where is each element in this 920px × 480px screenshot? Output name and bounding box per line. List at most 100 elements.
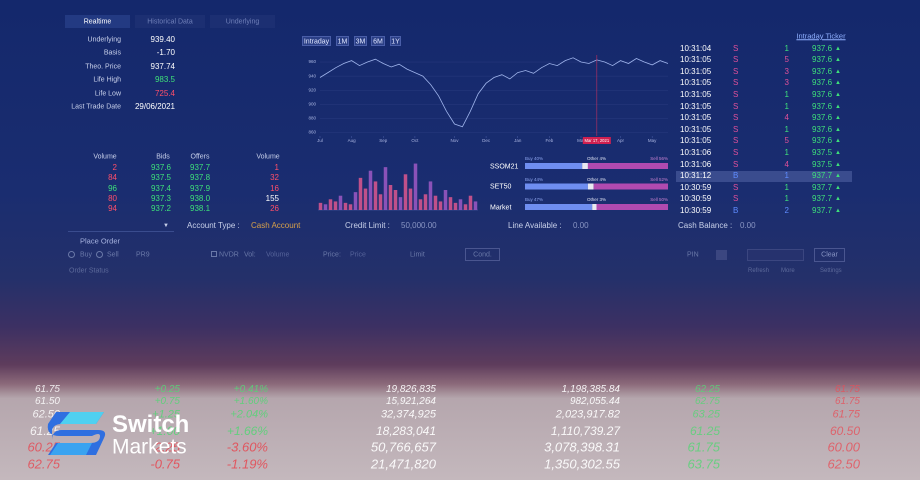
range-label[interactable]: 3M	[355, 38, 366, 45]
ticker-time: 10:31:05	[680, 89, 712, 99]
up-arrow: ▲	[835, 57, 841, 64]
summary-value: 725.4	[154, 88, 175, 98]
sentiment-segment	[596, 204, 668, 210]
range-button[interactable]	[354, 36, 367, 46]
clear-label[interactable]: Clear	[821, 251, 838, 259]
board-cell: +0.75	[154, 396, 180, 407]
volume-bar	[423, 194, 428, 210]
offer-price: 937.8	[190, 173, 211, 183]
sell-radio-label[interactable]: Sell	[107, 251, 119, 259]
board-cell: 19,826,835	[385, 384, 436, 395]
volume-bar	[433, 195, 438, 210]
summary-value: -1.70	[156, 48, 175, 58]
tab[interactable]	[210, 15, 275, 28]
sentiment-segment	[587, 163, 668, 169]
buy-radio-label[interactable]: Buy	[80, 251, 93, 259]
board-cell: +1.66%	[226, 424, 268, 438]
dropdown-arrow[interactable]: ▼	[163, 223, 169, 229]
buy-label: Buy 47%	[525, 196, 544, 202]
board-cell: -0.75	[150, 456, 180, 472]
bid-price: 937.6	[150, 163, 171, 172]
ticker-time: 10:31:05	[680, 55, 712, 65]
radio[interactable]	[68, 251, 75, 258]
up-arrow: ▲	[835, 80, 841, 87]
tab[interactable]	[135, 15, 205, 28]
ticker-title[interactable]: Intraday Ticker	[796, 31, 846, 41]
status-action[interactable]: More	[781, 268, 795, 274]
sentiment-segment	[525, 183, 588, 190]
volume-bar	[378, 194, 383, 210]
order-status-title: Order Status	[69, 267, 109, 275]
checkbox[interactable]	[211, 251, 217, 257]
board-cell: 60.00	[827, 439, 860, 455]
range-label[interactable]: Intraday	[303, 38, 330, 45]
summary-label: Underlying	[87, 36, 121, 44]
volume-bar	[383, 167, 388, 210]
board-cell: -2.25	[150, 439, 180, 455]
sentiment-name: SSOM21	[490, 163, 519, 170]
y-tick-label: 920	[308, 87, 316, 92]
ticker-volume: 5	[784, 136, 789, 146]
bid-price: 937.5	[150, 173, 171, 183]
ticker-price: 937.6	[812, 55, 833, 65]
range-button[interactable]	[390, 36, 401, 46]
range-label[interactable]: 1Y	[391, 38, 400, 45]
board-cell: 15,921,264	[385, 396, 436, 407]
board-cell: 18,283,041	[375, 424, 436, 438]
tab-label[interactable]: Historical Data	[147, 18, 193, 25]
range-button[interactable]	[302, 36, 331, 46]
account-select[interactable]	[68, 221, 174, 232]
vol-input[interactable]: Volume	[266, 251, 290, 259]
cond-button[interactable]	[465, 248, 500, 261]
volume-bar	[333, 201, 338, 210]
ticker-price: 937.6	[812, 101, 833, 111]
lock-button[interactable]	[716, 250, 727, 260]
tab-label[interactable]: Underlying	[225, 18, 260, 25]
range-button[interactable]	[371, 36, 385, 46]
board-cell: 61.50	[34, 396, 60, 407]
up-arrow: ▲	[835, 149, 841, 156]
volume-bar	[453, 202, 458, 210]
cursor-label: Mar 17, 2021	[584, 138, 609, 143]
ticker-side: S	[733, 78, 739, 88]
pin-input[interactable]	[747, 249, 804, 261]
x-tick-label: Oct	[411, 138, 419, 143]
ticker-highlight	[676, 170, 852, 182]
board-cell: 1,198,385.84	[561, 384, 620, 395]
ticker-volume: 4	[784, 113, 789, 123]
board-cell: 1,350,302.55	[544, 456, 620, 472]
offer-price: 937.9	[190, 183, 211, 193]
cond-label[interactable]: Cond.	[473, 251, 492, 259]
tab[interactable]	[65, 15, 130, 28]
clear-button[interactable]	[814, 248, 845, 262]
price-input[interactable]: Price	[350, 251, 366, 259]
volume-bar	[323, 204, 328, 210]
board-cell: 21,471,820	[370, 456, 436, 472]
status-action[interactable]: Refresh	[748, 268, 770, 274]
board-cell: 1,110,739.27	[550, 424, 620, 438]
up-arrow: ▲	[835, 173, 841, 180]
board-cell: 50,766,657	[370, 439, 436, 455]
radio[interactable]	[96, 251, 103, 258]
range-label[interactable]: 6M	[373, 38, 383, 45]
tab-label[interactable]: Realtime	[83, 18, 112, 25]
board-cell: 62.75	[694, 396, 720, 407]
board-cell: 61.75	[834, 396, 860, 407]
ticker-side: S	[733, 55, 739, 65]
summary-label: Basis	[103, 49, 121, 57]
volume-bar	[363, 188, 368, 210]
ticker-time: 10:31:05	[680, 113, 712, 123]
buy-label: Buy 44%	[525, 176, 544, 182]
bid-volume: 2	[112, 163, 117, 172]
price-type-select[interactable]: Limit	[410, 251, 425, 259]
range-label[interactable]: 1M	[337, 38, 348, 45]
board-cell: 60.50	[829, 424, 860, 438]
board-cell: 61.75	[34, 384, 60, 395]
volume-bar	[348, 204, 353, 210]
ticker-time: 10:30:59	[680, 182, 712, 192]
summary-label: Last Trade Date	[71, 103, 121, 111]
range-button[interactable]	[336, 36, 349, 46]
status-action[interactable]: Settings	[820, 268, 842, 274]
sentiment-segment	[525, 204, 593, 210]
